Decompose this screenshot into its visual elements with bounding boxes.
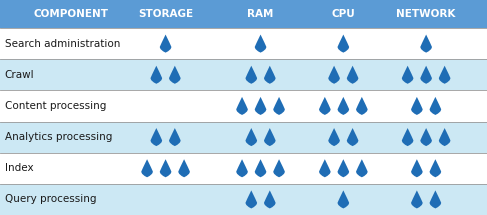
PathPatch shape [420,66,432,84]
Text: STORAGE: STORAGE [138,9,193,19]
PathPatch shape [347,128,358,146]
PathPatch shape [264,128,276,146]
PathPatch shape [420,128,432,146]
PathPatch shape [411,190,423,209]
Bar [0,90,487,121]
Text: Content processing: Content processing [5,101,106,111]
PathPatch shape [273,97,285,115]
Text: Search administration: Search administration [5,38,120,49]
PathPatch shape [319,97,331,115]
PathPatch shape [141,159,153,177]
PathPatch shape [160,159,171,177]
PathPatch shape [411,159,423,177]
Text: NETWORK: NETWORK [396,9,456,19]
PathPatch shape [337,159,349,177]
Text: CPU: CPU [332,9,355,19]
PathPatch shape [245,190,257,209]
Text: RAM: RAM [247,9,274,19]
PathPatch shape [328,66,340,84]
Bar [0,59,487,90]
PathPatch shape [347,66,358,84]
PathPatch shape [169,66,181,84]
PathPatch shape [439,66,450,84]
PathPatch shape [430,159,441,177]
PathPatch shape [402,66,413,84]
Bar [0,28,487,59]
PathPatch shape [430,97,441,115]
PathPatch shape [356,97,368,115]
Bar [0,153,487,184]
Text: Index: Index [5,163,34,173]
PathPatch shape [255,97,266,115]
PathPatch shape [255,159,266,177]
PathPatch shape [420,35,432,53]
PathPatch shape [264,66,276,84]
Text: Analytics processing: Analytics processing [5,132,112,142]
PathPatch shape [236,97,248,115]
PathPatch shape [178,159,190,177]
PathPatch shape [411,97,423,115]
PathPatch shape [337,190,349,209]
PathPatch shape [328,128,340,146]
PathPatch shape [430,190,441,209]
Bar [0,184,487,215]
Text: COMPONENT: COMPONENT [33,9,108,19]
PathPatch shape [439,128,450,146]
PathPatch shape [150,128,162,146]
PathPatch shape [245,66,257,84]
PathPatch shape [264,190,276,209]
Text: Crawl: Crawl [5,70,35,80]
PathPatch shape [255,35,266,53]
PathPatch shape [236,159,248,177]
PathPatch shape [402,128,413,146]
PathPatch shape [356,159,368,177]
Text: Query processing: Query processing [5,194,96,204]
PathPatch shape [169,128,181,146]
PathPatch shape [150,66,162,84]
PathPatch shape [319,159,331,177]
PathPatch shape [337,35,349,53]
PathPatch shape [337,97,349,115]
PathPatch shape [273,159,285,177]
PathPatch shape [160,35,171,53]
Bar [0,0,487,28]
Bar [0,121,487,153]
PathPatch shape [245,128,257,146]
